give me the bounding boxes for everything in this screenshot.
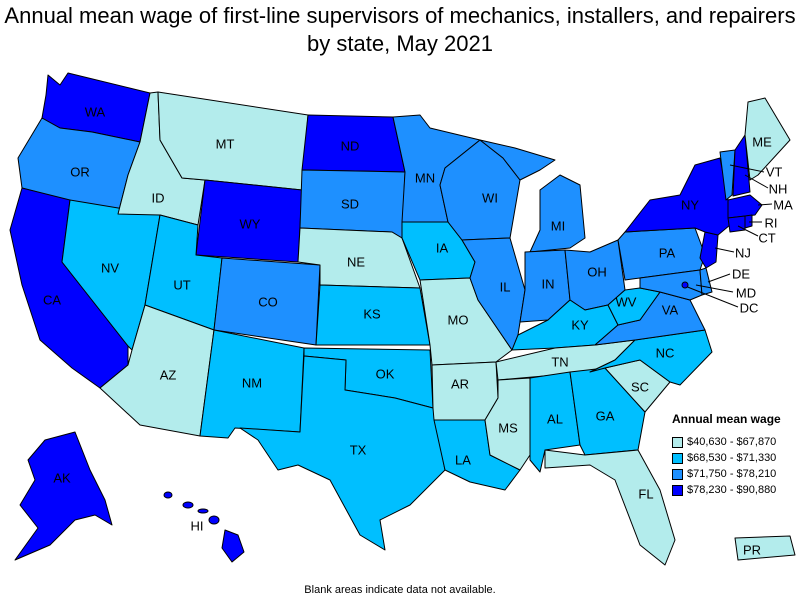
state-NH[interactable] [732, 134, 751, 197]
label-ks: KS [363, 307, 381, 322]
label-la: LA [455, 453, 471, 468]
label-al: AL [547, 412, 563, 427]
label-nm: NM [242, 376, 262, 391]
hi-island-molokai [197, 508, 209, 514]
callout-line-md [695, 284, 734, 293]
label-tx: TX [350, 443, 367, 458]
callout-line-de [707, 273, 731, 283]
label-nh: NH [769, 182, 788, 197]
state-NC[interactable] [589, 329, 713, 386]
legend-label: $68,530 - $71,330 [687, 452, 777, 464]
state-NY[interactable] [624, 157, 731, 236]
label-ri: RI [765, 216, 778, 231]
callout-line-ma [757, 203, 773, 206]
state-DE[interactable] [699, 267, 713, 296]
label-sc: SC [631, 380, 649, 395]
label-ky: KY [571, 318, 589, 333]
label-wy: WY [240, 217, 261, 232]
label-in: IN [542, 277, 555, 292]
state-NJ[interactable] [699, 231, 719, 269]
legend-swatch-bin-1 [672, 452, 683, 464]
legend-row[interactable]: $71,750 - $78,210 [672, 466, 800, 482]
label-id: ID [152, 191, 165, 206]
label-ga: GA [596, 409, 615, 424]
label-ms: MS [498, 421, 518, 436]
legend: Annual mean wage $40,630 - $67,870 $68,5… [672, 412, 800, 498]
dc-marker[interactable] [681, 281, 689, 289]
legend-row[interactable]: $78,230 - $90,880 [672, 482, 800, 498]
state-AK[interactable] [14, 431, 113, 561]
label-ct: CT [758, 231, 775, 246]
legend-row[interactable]: $40,630 - $67,870 [672, 434, 800, 450]
legend-title: Annual mean wage [672, 412, 781, 426]
label-fl: FL [638, 487, 653, 502]
label-wv: WV [616, 295, 637, 310]
label-ia: IA [436, 241, 449, 256]
label-tn: TN [551, 355, 568, 370]
label-oh: OH [587, 265, 607, 280]
callout-line-ct [737, 225, 759, 237]
label-nj: NJ [735, 246, 751, 261]
state-HI[interactable] [221, 529, 245, 563]
legend-label: $71,750 - $78,210 [687, 468, 777, 480]
state-VT[interactable] [719, 149, 736, 201]
label-ny: NY [681, 198, 699, 213]
label-nc: NC [656, 346, 675, 361]
label-ar: AR [451, 377, 469, 392]
footnote: Blank areas indicate data not available. [304, 584, 496, 596]
state-RI[interactable] [744, 214, 753, 229]
label-nd: ND [341, 139, 360, 154]
label-vt: VT [766, 165, 783, 180]
map-title: Annual mean wage of first-line superviso… [4, 3, 796, 56]
label-de: DE [732, 267, 750, 282]
label-mn: MN [415, 171, 435, 186]
label-ca: CA [43, 293, 61, 308]
legend-label: $78,230 - $90,880 [687, 484, 777, 496]
label-pa: PA [659, 246, 676, 261]
label-md: MD [736, 286, 756, 301]
label-ut: UT [173, 278, 190, 293]
label-az: AZ [160, 368, 177, 383]
label-ne: NE [347, 255, 365, 270]
hi-island-maui [208, 515, 220, 525]
callout-line-nh [744, 174, 769, 189]
legend-swatch-bin-2 [672, 468, 683, 480]
callout-line-nj [714, 247, 735, 253]
label-sd: SD [341, 197, 359, 212]
label-ma: MA [773, 198, 793, 213]
label-hi: HI [191, 519, 204, 534]
label-or: OR [70, 165, 90, 180]
label-me: ME [752, 135, 772, 150]
label-wa: WA [85, 105, 106, 120]
label-ak: AK [53, 471, 71, 486]
state-CT[interactable] [727, 215, 746, 233]
state-PR[interactable] [734, 535, 796, 561]
legend-swatch-bin-0 [672, 436, 683, 448]
state-ME[interactable] [744, 97, 791, 181]
label-mo: MO [448, 313, 469, 328]
label-va: VA [662, 303, 679, 318]
label-wi: WI [482, 191, 498, 206]
callout-line-dc [684, 285, 739, 308]
label-nv: NV [101, 261, 119, 276]
state-TX[interactable] [239, 355, 446, 551]
label-pr: PR [743, 543, 761, 558]
hi-island-kauai [163, 491, 173, 499]
label-mt: MT [216, 137, 235, 152]
label-mi: MI [551, 219, 565, 234]
legend-swatch-bin-3 [672, 484, 683, 496]
state-MI-UP[interactable] [479, 139, 556, 181]
label-ok: OK [376, 367, 395, 382]
legend-label: $40,630 - $67,870 [687, 436, 777, 448]
state-MA[interactable] [727, 194, 763, 219]
hi-island-oahu [182, 501, 194, 509]
label-co: CO [258, 295, 278, 310]
state-MI[interactable] [529, 174, 586, 253]
callout-line-vt [729, 164, 765, 173]
state-FL[interactable] [544, 449, 676, 566]
label-il: IL [500, 280, 511, 295]
legend-row[interactable]: $68,530 - $71,330 [672, 450, 800, 466]
label-dc: DC [740, 301, 759, 316]
